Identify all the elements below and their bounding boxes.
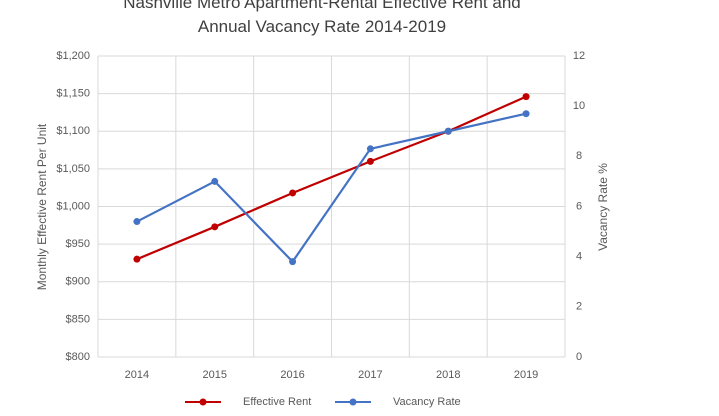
point <box>289 258 297 266</box>
y-tick-label: $950 <box>66 238 90 250</box>
y-tick-label: $800 <box>66 351 90 363</box>
y-tick-label: $1,200 <box>56 50 90 62</box>
y2-tick-label: 8 <box>576 150 582 162</box>
y2-tick-label: 10 <box>573 100 585 112</box>
point <box>133 255 141 263</box>
y-tick-label: $1,050 <box>56 163 90 175</box>
y-tick-label: $1,100 <box>56 125 90 137</box>
y-tick-label: $1,000 <box>56 200 90 212</box>
point <box>522 110 530 118</box>
y2-tick-label: 0 <box>576 351 582 363</box>
y2-axis-title: Vacancy Rate % <box>596 163 610 251</box>
y2-tick-label: 12 <box>573 50 585 62</box>
y-axis-title: Monthly Effective Rent Per Unit <box>35 123 49 290</box>
x-tick-label: 2016 <box>280 369 304 381</box>
series-line <box>136 112 527 264</box>
y2-tick-label: 2 <box>576 301 582 313</box>
x-tick-label: 2014 <box>125 369 149 381</box>
point <box>366 145 374 153</box>
legend-marker <box>199 398 207 406</box>
point <box>211 223 219 231</box>
x-tick-label: 2019 <box>514 369 538 381</box>
point <box>133 218 141 226</box>
y-tick-label: $1,150 <box>56 88 90 100</box>
x-tick-label: 2015 <box>203 369 227 381</box>
series-line <box>136 95 527 261</box>
point <box>289 189 297 197</box>
point <box>366 157 374 165</box>
y-tick-label: $900 <box>66 276 90 288</box>
legend-label: Vacancy Rate <box>393 396 461 408</box>
y2-tick-label: 4 <box>576 251 582 263</box>
y2-tick-label: 6 <box>576 200 582 212</box>
point <box>522 93 530 101</box>
legend-label: Effective Rent <box>243 396 311 408</box>
chart-title: Nashville Metro Apartment-Rental Effecti… <box>123 0 521 36</box>
x-tick-label: 2017 <box>358 369 382 381</box>
point <box>444 127 452 135</box>
legend-marker <box>349 398 357 406</box>
y-tick-label: $850 <box>66 313 90 325</box>
x-tick-label: 2018 <box>436 369 460 381</box>
point <box>211 177 219 185</box>
